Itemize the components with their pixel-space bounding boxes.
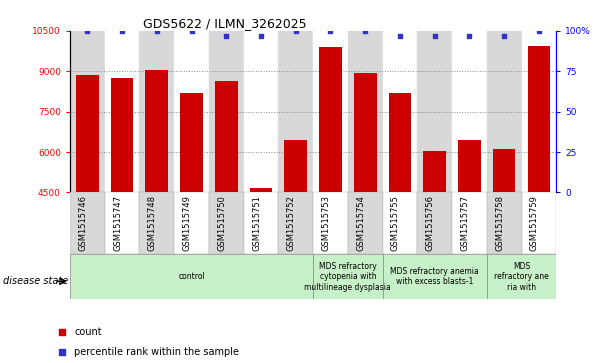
Bar: [487, 254, 556, 299]
Bar: [452, 31, 487, 192]
Point: [534, 28, 544, 34]
Bar: [139, 31, 174, 192]
Point: [465, 33, 474, 38]
Bar: [215, 81, 238, 192]
Bar: [313, 254, 382, 299]
Text: GSM1515758: GSM1515758: [495, 195, 504, 252]
Bar: [458, 140, 481, 192]
Bar: [278, 192, 313, 254]
Bar: [354, 73, 376, 192]
Text: control: control: [178, 272, 205, 281]
Point: [221, 33, 231, 38]
Text: MDS refractory
cytopenia with
multilineage dysplasia: MDS refractory cytopenia with multilinea…: [305, 262, 391, 292]
Bar: [285, 140, 307, 192]
Bar: [417, 192, 452, 254]
Bar: [70, 192, 105, 254]
Text: disease state: disease state: [3, 276, 68, 286]
Bar: [487, 31, 522, 192]
Text: percentile rank within the sample: percentile rank within the sample: [74, 347, 240, 357]
Bar: [313, 31, 348, 192]
Point: [326, 28, 336, 34]
Point: [152, 28, 162, 34]
Text: MDS
refractory ane
ria with: MDS refractory ane ria with: [494, 262, 549, 292]
Bar: [105, 31, 139, 192]
Point: [291, 28, 300, 34]
Bar: [209, 31, 244, 192]
Bar: [348, 192, 382, 254]
Bar: [382, 254, 487, 299]
Bar: [382, 31, 417, 192]
Bar: [423, 151, 446, 192]
Point: [57, 349, 66, 355]
Text: GSM1515752: GSM1515752: [287, 195, 295, 251]
Text: GDS5622 / ILMN_3262025: GDS5622 / ILMN_3262025: [143, 17, 306, 30]
Point: [361, 28, 370, 34]
Text: GSM1515751: GSM1515751: [252, 195, 261, 251]
Text: GSM1515746: GSM1515746: [78, 195, 88, 252]
Bar: [522, 192, 556, 254]
Text: GSM1515748: GSM1515748: [148, 195, 157, 252]
Text: GSM1515749: GSM1515749: [182, 195, 192, 251]
Point: [117, 28, 127, 34]
Bar: [111, 78, 133, 192]
Text: GSM1515753: GSM1515753: [322, 195, 331, 252]
Bar: [209, 192, 244, 254]
Bar: [417, 31, 452, 192]
Bar: [382, 192, 417, 254]
Bar: [452, 192, 487, 254]
Point: [83, 28, 92, 34]
Bar: [139, 192, 174, 254]
Bar: [348, 31, 382, 192]
Text: GSM1515747: GSM1515747: [113, 195, 122, 252]
Point: [395, 33, 405, 38]
Bar: [174, 31, 209, 192]
Point: [499, 33, 509, 38]
Text: GSM1515759: GSM1515759: [530, 195, 539, 251]
Text: GSM1515756: GSM1515756: [426, 195, 435, 252]
Text: MDS refractory anemia
with excess blasts-1: MDS refractory anemia with excess blasts…: [390, 267, 479, 286]
Bar: [313, 192, 348, 254]
Bar: [522, 31, 556, 192]
Text: GSM1515754: GSM1515754: [356, 195, 365, 251]
Bar: [389, 93, 411, 192]
Bar: [244, 31, 278, 192]
Point: [430, 33, 440, 38]
Point: [57, 329, 66, 335]
Bar: [319, 47, 342, 192]
Bar: [174, 192, 209, 254]
Bar: [250, 188, 272, 192]
Point: [256, 33, 266, 38]
Bar: [70, 254, 313, 299]
Bar: [180, 93, 203, 192]
Bar: [487, 192, 522, 254]
Bar: [145, 70, 168, 192]
Bar: [493, 149, 516, 192]
Bar: [278, 31, 313, 192]
Bar: [528, 46, 550, 192]
Bar: [244, 192, 278, 254]
Text: GSM1515755: GSM1515755: [391, 195, 400, 251]
Point: [187, 28, 196, 34]
Text: GSM1515757: GSM1515757: [460, 195, 469, 252]
Text: GSM1515750: GSM1515750: [217, 195, 226, 251]
Bar: [105, 192, 139, 254]
Text: count: count: [74, 327, 102, 337]
Bar: [76, 75, 98, 192]
Bar: [70, 31, 105, 192]
